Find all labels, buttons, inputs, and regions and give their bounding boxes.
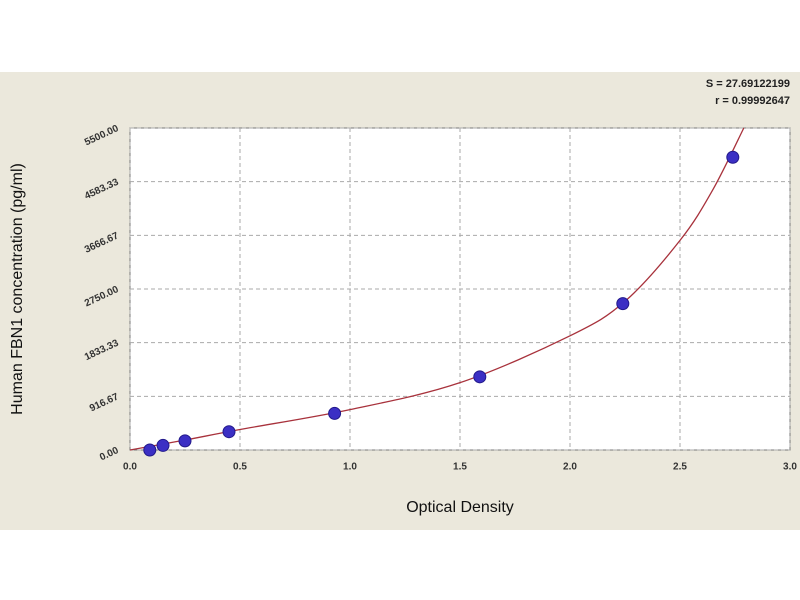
data-point	[328, 406, 342, 420]
x-tick-label: 0.0	[123, 462, 137, 473]
x-tick-label: 3.0	[783, 462, 797, 473]
x-tick-label: 1.0	[343, 462, 357, 473]
x-tick-label: 0.5	[233, 462, 247, 473]
fit-s: S = 27.69122199	[706, 78, 790, 90]
data-point	[616, 297, 630, 311]
x-tick-label: 2.0	[563, 462, 577, 473]
x-axis-label: Optical Density	[406, 499, 514, 516]
x-tick-label: 2.5	[673, 462, 687, 473]
marks	[129, 127, 745, 457]
grid: 0.0 0.5 1.0 1.5 2.0 2.5 3.00.00916.671833.3327…	[83, 123, 797, 473]
data-point	[178, 434, 192, 448]
y-axis-label: Human FBN1 concentration (pg/ml)	[9, 163, 26, 415]
data-point	[156, 438, 170, 452]
data-point	[222, 425, 236, 439]
fit-r: r = 0.99992647	[715, 95, 790, 107]
data-point	[473, 370, 487, 384]
data-point	[726, 150, 740, 164]
x-tick-label: 1.5	[453, 462, 467, 473]
data-point	[143, 443, 157, 457]
